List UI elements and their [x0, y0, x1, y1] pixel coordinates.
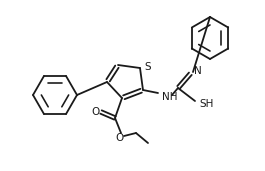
Text: O: O: [92, 107, 100, 117]
Text: SH: SH: [199, 99, 213, 109]
Text: N: N: [194, 66, 202, 76]
Text: S: S: [144, 62, 151, 72]
Text: NH: NH: [162, 92, 178, 102]
Text: O: O: [115, 133, 123, 143]
